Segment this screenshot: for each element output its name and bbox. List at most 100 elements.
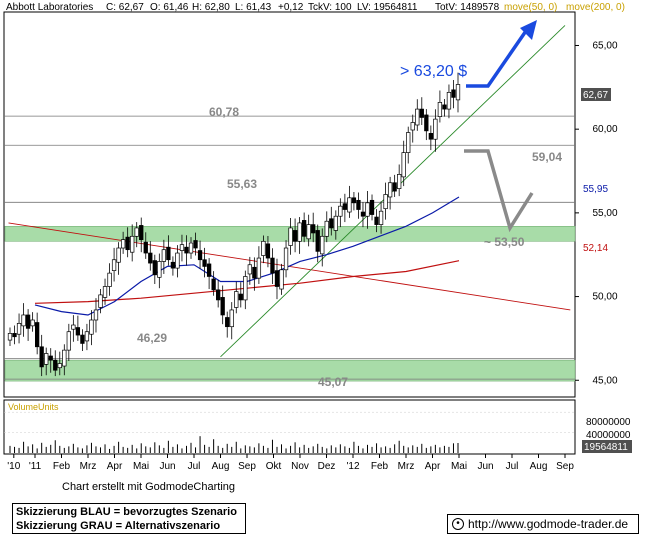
candle-body bbox=[342, 203, 348, 210]
candle-body bbox=[179, 244, 185, 251]
candle bbox=[188, 237, 194, 259]
y-tick-label: 55,00 bbox=[592, 208, 617, 219]
x-tick-label: Aug bbox=[212, 461, 230, 472]
candle bbox=[256, 246, 262, 285]
header-low: L: 61,43 bbox=[235, 2, 272, 13]
candle-body bbox=[62, 349, 67, 367]
candle-body bbox=[324, 220, 329, 237]
candle-body bbox=[220, 297, 225, 316]
candle bbox=[306, 214, 311, 247]
candle bbox=[401, 140, 406, 187]
candle bbox=[415, 99, 420, 131]
candle bbox=[193, 232, 198, 256]
x-tick-label: Feb bbox=[371, 461, 389, 472]
candle bbox=[53, 350, 58, 377]
candle bbox=[184, 235, 189, 266]
candle-body bbox=[80, 334, 85, 344]
candle-body bbox=[338, 205, 343, 217]
candle bbox=[89, 310, 94, 346]
candle-body bbox=[170, 261, 176, 269]
candle-body bbox=[211, 278, 216, 291]
header-open: O: 61,46 bbox=[150, 2, 189, 13]
volume-panel-frame bbox=[3, 399, 576, 455]
candle bbox=[428, 125, 433, 151]
candle bbox=[410, 114, 415, 143]
candle bbox=[80, 329, 85, 351]
candle bbox=[252, 257, 257, 291]
candle-body bbox=[12, 333, 17, 338]
candle bbox=[120, 231, 126, 254]
candle bbox=[25, 309, 31, 341]
volume-last-tag: 19564811 bbox=[582, 440, 632, 453]
candle bbox=[44, 347, 49, 376]
candle bbox=[247, 256, 252, 285]
candle-body bbox=[35, 322, 40, 348]
candle-body bbox=[143, 241, 148, 254]
candle-body bbox=[356, 199, 361, 210]
x-tick-label: Okt bbox=[266, 461, 282, 472]
candle bbox=[30, 312, 35, 332]
candle bbox=[311, 212, 316, 243]
candle bbox=[297, 217, 302, 254]
globe-icon: • bbox=[452, 518, 464, 530]
x-tick-label: Mrz bbox=[80, 461, 97, 472]
candle-body bbox=[288, 227, 293, 246]
candle bbox=[206, 258, 212, 290]
candle-body bbox=[7, 333, 13, 341]
candle bbox=[166, 235, 171, 266]
volume-tick-80m: 80000000 bbox=[586, 417, 631, 428]
x-tick-label: Jun bbox=[477, 461, 493, 472]
candle-body bbox=[53, 359, 58, 371]
scenario-legend: Skizzierung BLAU = bevorzugtes Szenario … bbox=[12, 503, 246, 534]
x-tick-label: '11 bbox=[29, 461, 42, 472]
candle bbox=[35, 312, 40, 355]
candle bbox=[75, 315, 81, 341]
candle-body bbox=[21, 314, 26, 327]
candle bbox=[442, 99, 447, 117]
candle-body bbox=[320, 235, 325, 255]
candle-body bbox=[175, 252, 180, 269]
website-link[interactable]: • http://www.godmode-trader.de bbox=[447, 514, 639, 534]
candle bbox=[279, 263, 284, 295]
x-tick-label: Mai bbox=[133, 461, 149, 472]
candle bbox=[374, 209, 379, 233]
legend-line-gray: Skizzierung GRAU = Alternativszenario bbox=[16, 520, 221, 532]
candle-body bbox=[202, 259, 207, 267]
candle bbox=[21, 303, 26, 337]
candle-body bbox=[279, 269, 284, 290]
candle bbox=[347, 185, 352, 218]
header-change: +0,12 bbox=[278, 2, 304, 13]
chart-credit: Chart erstellt mit GodmodeCharting bbox=[62, 481, 236, 493]
candle bbox=[143, 232, 148, 259]
candle-body bbox=[347, 197, 352, 213]
candle bbox=[320, 228, 325, 267]
level-label-55-63: 55,63 bbox=[227, 177, 257, 191]
candle-body bbox=[116, 247, 121, 263]
candle-body bbox=[378, 210, 384, 225]
x-tick-label: Sep bbox=[556, 461, 574, 472]
x-tick-label: Sep bbox=[238, 461, 256, 472]
candle bbox=[139, 217, 144, 253]
candle-body bbox=[193, 240, 198, 249]
candle bbox=[48, 348, 53, 373]
candle-body bbox=[297, 222, 302, 242]
candle bbox=[175, 245, 180, 278]
candle bbox=[220, 285, 225, 325]
candle-body bbox=[455, 84, 461, 101]
candle bbox=[419, 97, 424, 125]
candle-body bbox=[39, 346, 44, 368]
x-tick-label: '12 bbox=[346, 461, 359, 472]
candle-body bbox=[333, 215, 338, 231]
target-down-label: ~ 53,50 bbox=[484, 235, 525, 249]
candle-body bbox=[311, 224, 316, 234]
website-url[interactable]: http://www.godmode-trader.de bbox=[468, 517, 629, 531]
ma200-price-tag: 52,14 bbox=[581, 241, 611, 254]
x-tick-label: Nov bbox=[291, 461, 309, 472]
candle-body bbox=[283, 247, 289, 271]
candle bbox=[288, 218, 293, 255]
candle bbox=[365, 190, 370, 229]
candle bbox=[274, 258, 280, 300]
y-tick-label: 45,00 bbox=[592, 375, 617, 386]
svg-text:62,67: 62,67 bbox=[583, 90, 608, 101]
candle bbox=[433, 109, 438, 152]
